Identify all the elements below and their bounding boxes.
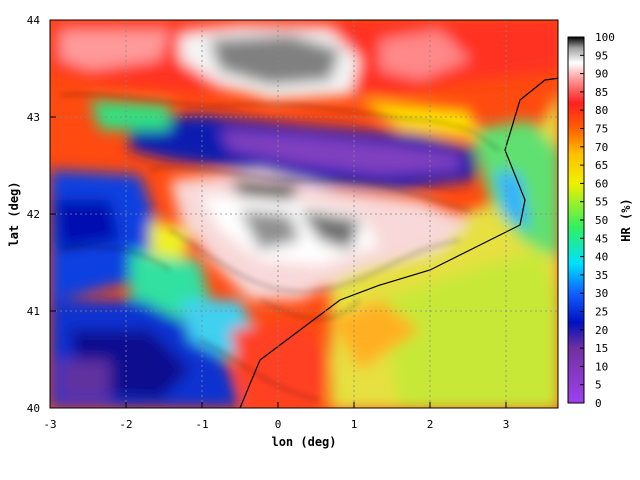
x-axis-label: lon (deg) [271, 435, 336, 449]
colorbar-tick-label: 50 [595, 214, 608, 227]
x-tick-label: -3 [43, 418, 56, 431]
colorbar-tick-label: 65 [595, 159, 608, 172]
x-tick-label: 2 [427, 418, 434, 431]
colorbar-tick-label: 25 [595, 306, 608, 319]
x-tick-label: 1 [351, 418, 358, 431]
x-tick-label: 3 [503, 418, 510, 431]
x-tick-label: -2 [119, 418, 132, 431]
coastline [239, 77, 558, 408]
colorbar-tick-label: 40 [595, 251, 608, 264]
colorbar-tick-label: 15 [595, 342, 608, 355]
colorbar-tick-label: 95 [595, 49, 608, 62]
colorbar-tick-label: 85 [595, 86, 608, 99]
colorbar-tick-label: 70 [595, 141, 608, 154]
humidity-field [50, 20, 558, 408]
x-axis: -3 -2 -1 0 1 2 3 lon (deg) [43, 402, 509, 449]
colorbar-label: HR (%) [619, 198, 633, 241]
colorbar-tick-label: 100 [595, 31, 615, 44]
map-plot-area: -3 -2 -1 0 1 2 3 lon (deg) 40 41 42 43 4… [7, 14, 559, 449]
colorbar-tick-label: 55 [595, 196, 608, 209]
colorbar-tick-label: 35 [595, 269, 608, 282]
x-tick-label: -1 [195, 418, 208, 431]
y-tick-label: 41 [27, 305, 40, 318]
colorbar-ticks: 0 5 10 15 20 25 30 35 40 45 50 55 60 65 70 75 80 85 90 95 10… [580, 31, 615, 410]
colorbar-tick-label: 60 [595, 177, 608, 190]
terrain-contours [59, 93, 501, 401]
colorbar-tick-label: 10 [595, 360, 608, 373]
x-tick-label: 0 [275, 418, 282, 431]
y-tick-label: 42 [27, 208, 40, 221]
y-tick-label: 40 [27, 402, 40, 415]
y-tick-label: 44 [27, 14, 41, 27]
colorbar-tick-label: 20 [595, 324, 608, 337]
y-axis-label: lat (deg) [7, 181, 21, 246]
colorbar-tick-label: 5 [595, 379, 602, 392]
colorbar-tick-label: 90 [595, 68, 608, 81]
colorbar-tick-label: 30 [595, 287, 608, 300]
colorbar-tick-label: 45 [595, 232, 608, 245]
colorbar-tick-label: 75 [595, 123, 608, 136]
colorbar-tick-label: 80 [595, 104, 608, 117]
y-axis: 40 41 42 43 44 lat (deg) [7, 14, 56, 415]
colorbar: 0 5 10 15 20 25 30 35 40 45 50 55 60 65 70 75 80 85 90 95 10… [567, 31, 633, 410]
colorbar-tick-label: 0 [595, 397, 602, 410]
y-tick-label: 43 [27, 111, 40, 124]
